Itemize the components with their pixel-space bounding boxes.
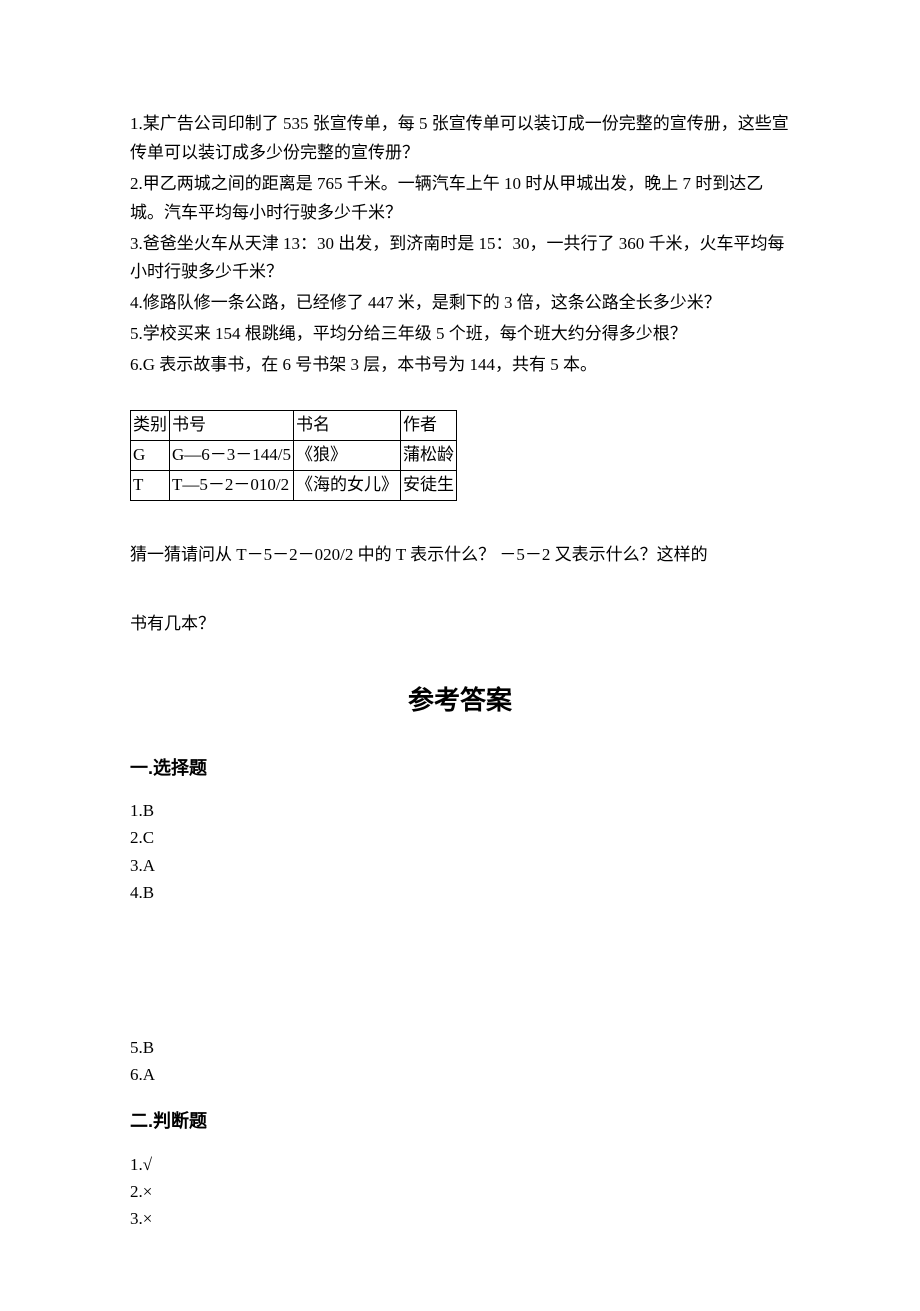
- cell-author: 安徒生: [401, 470, 457, 500]
- book-table: 类别 书号 书名 作者 G G—6－3－144/5 《狼》 蒲松龄 T T—5－…: [130, 410, 457, 501]
- followup-question-line2: 书有几本？: [130, 610, 790, 639]
- cell-title: 《狼》: [294, 440, 401, 470]
- header-title: 书名: [294, 411, 401, 441]
- cell-title: 《海的女儿》: [294, 470, 401, 500]
- section1-heading: 一.选择题: [130, 753, 790, 784]
- section2-heading: 二.判断题: [130, 1106, 790, 1137]
- followup-question-line1: 猜一猜请问从 T－5－2－020/2 中的 T 表示什么？ －5－2 又表示什么…: [130, 541, 790, 570]
- question-4: 4.修路队修一条公路，已经修了 447 米，是剩下的 3 倍，这条公路全长多少米…: [130, 289, 790, 318]
- cell-category: G: [131, 440, 170, 470]
- question-3: 3.爸爸坐火车从天津 13：30 出发，到济南时是 15：30，一共行了 360…: [130, 230, 790, 288]
- answer-item: 2.×: [130, 1178, 790, 1205]
- answer-item: 4.B: [130, 879, 790, 906]
- question-2: 2.甲乙两城之间的距离是 765 千米。一辆汽车上午 10 时从甲城出发，晚上 …: [130, 170, 790, 228]
- cell-booknum: G—6－3－144/5: [170, 440, 294, 470]
- header-booknum: 书号: [170, 411, 294, 441]
- table-row: G G—6－3－144/5 《狼》 蒲松龄: [131, 440, 457, 470]
- cell-category: T: [131, 470, 170, 500]
- answer-item: 3.A: [130, 852, 790, 879]
- question-6: 6.G 表示故事书，在 6 号书架 3 层，本书号为 144，共有 5 本。: [130, 351, 790, 380]
- table-row: T T—5－2－010/2 《海的女儿》 安徒生: [131, 470, 457, 500]
- book-table-section: 类别 书号 书名 作者 G G—6－3－144/5 《狼》 蒲松龄 T T—5－…: [130, 410, 790, 501]
- header-author: 作者: [401, 411, 457, 441]
- answer-title: 参考答案: [130, 678, 790, 722]
- answer-item: 1.B: [130, 797, 790, 824]
- page-gap: [130, 924, 790, 1034]
- questions-section: 1.某广告公司印制了 535 张宣传单，每 5 张宣传单可以装订成一份完整的宣传…: [130, 110, 790, 380]
- section2-answers: 1.√ 2.× 3.×: [130, 1151, 790, 1233]
- question-5: 5.学校买来 154 根跳绳，平均分给三年级 5 个班，每个班大约分得多少根？: [130, 320, 790, 349]
- answer-item: 1.√: [130, 1151, 790, 1178]
- cell-author: 蒲松龄: [401, 440, 457, 470]
- section1-answers-b: 5.B 6.A: [130, 1034, 790, 1088]
- answer-item: 5.B: [130, 1034, 790, 1061]
- answer-item: 2.C: [130, 824, 790, 851]
- answer-item: 3.×: [130, 1205, 790, 1232]
- header-category: 类别: [131, 411, 170, 441]
- answer-item: 6.A: [130, 1061, 790, 1088]
- question-1: 1.某广告公司印制了 535 张宣传单，每 5 张宣传单可以装订成一份完整的宣传…: [130, 110, 790, 168]
- section1-answers-a: 1.B 2.C 3.A 4.B: [130, 797, 790, 906]
- cell-booknum: T—5－2－010/2: [170, 470, 294, 500]
- table-header-row: 类别 书号 书名 作者: [131, 411, 457, 441]
